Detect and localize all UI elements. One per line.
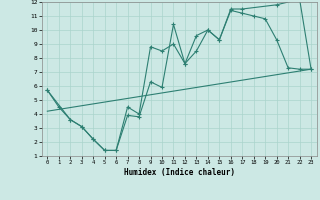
X-axis label: Humidex (Indice chaleur): Humidex (Indice chaleur) <box>124 168 235 177</box>
